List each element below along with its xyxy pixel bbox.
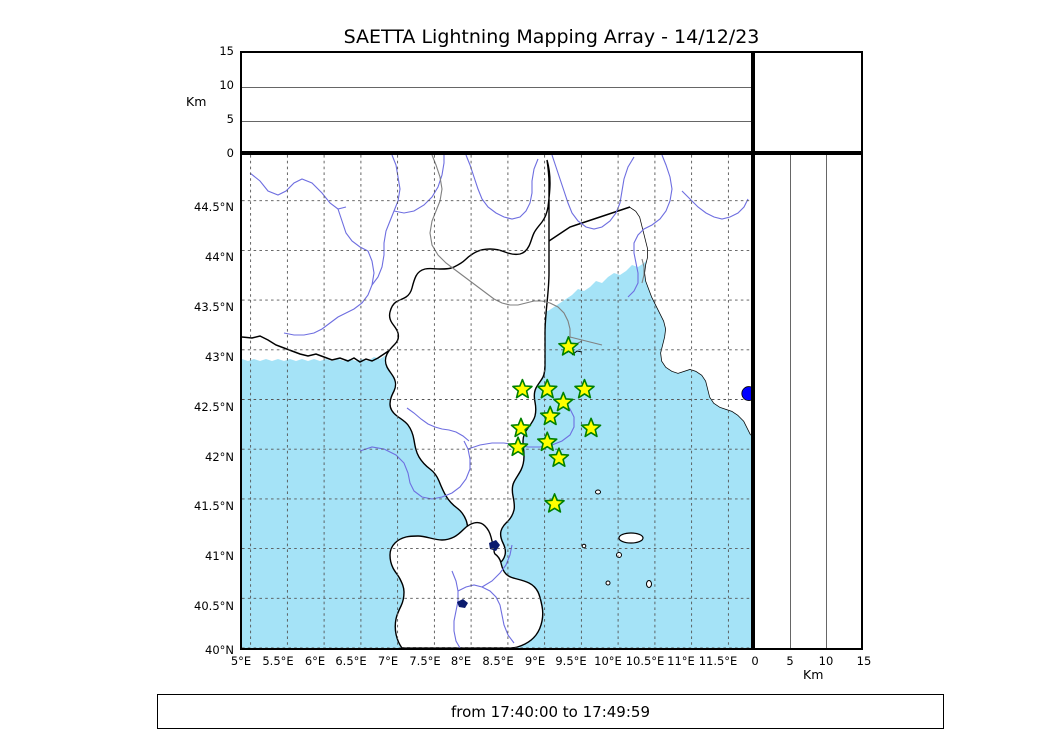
station-marker-station-10[interactable] — [536, 431, 558, 452]
source-marker-source-1[interactable] — [741, 386, 751, 401]
right-panel-xaxis-label: Km — [803, 667, 824, 682]
map-ytick-41.5: 41.5°N — [194, 499, 234, 513]
map-grid — [242, 155, 751, 648]
map-xtick-10.5: 10.5°E — [625, 654, 665, 668]
map-ytick-42: 42°N — [205, 450, 234, 464]
station-marker-station-6[interactable] — [510, 417, 532, 438]
map-xtick-6.5: 6.5°E — [335, 654, 367, 668]
right-altitude-latitude-panel[interactable] — [753, 153, 863, 650]
status-text: from 17:40:00 to 17:49:59 — [450, 702, 650, 721]
map-xtick-11: 11°E — [667, 654, 695, 668]
station-marker-station-11[interactable] — [548, 447, 570, 468]
top-panel-gridline-10 — [242, 87, 751, 88]
map-ytick-43: 43°N — [205, 350, 234, 364]
page-title: SAETTA Lightning Mapping Array - 14/12/2… — [343, 26, 760, 48]
right-panel-xtick-10: 10 — [818, 654, 834, 668]
political-borders — [429, 155, 645, 352]
islet-1 — [616, 552, 622, 558]
right-panel-xtick-5: 5 — [786, 654, 794, 668]
station-marker-station-3[interactable] — [536, 378, 558, 399]
map-xtick-11.5: 11.5°E — [698, 654, 738, 668]
right-panel-xtick-0: 0 — [751, 654, 759, 668]
station-marker-station-4[interactable] — [574, 378, 595, 399]
map-ytick-44.5: 44.5°N — [194, 200, 234, 214]
map-xtick-8: 8°E — [450, 654, 472, 668]
station-marker-station-5[interactable] — [553, 391, 574, 412]
map-xtick-5.5: 5.5°E — [262, 654, 294, 668]
map-ytick-40.5: 40.5°N — [194, 599, 234, 613]
top-panel-ytick-5: 5 — [226, 112, 234, 126]
islet-5 — [581, 543, 587, 549]
map-ytick-44: 44°N — [205, 250, 234, 264]
map-xtick-9.5: 9.5°E — [555, 654, 587, 668]
top-panel-gridline-5 — [242, 121, 751, 122]
station-marker-station-8[interactable] — [580, 417, 602, 438]
islet-2 — [605, 580, 611, 586]
land-mass-italy — [630, 155, 751, 435]
map-xtick-9: 9°E — [524, 654, 546, 668]
islet-3 — [595, 489, 601, 495]
map-ytick-40: 40°N — [205, 643, 234, 657]
map-xtick-7.5: 7.5°E — [409, 654, 441, 668]
map-xtick-5: 5°E — [230, 654, 252, 668]
map-ytick-43.5: 43.5°N — [194, 300, 234, 314]
map-xtick-10: 10°E — [594, 654, 622, 668]
right-panel-gridline-10 — [826, 155, 827, 648]
map-ytick-42.5: 42.5°N — [194, 400, 234, 414]
station-marker-station-9[interactable] — [507, 436, 529, 457]
station-marker-station-2[interactable] — [512, 378, 533, 399]
top-panel-ytick-10: 10 — [219, 78, 234, 92]
rivers — [249, 155, 749, 648]
top-panel-yaxis-label: Km — [186, 94, 207, 109]
source-markers-layer[interactable] — [741, 386, 751, 401]
map-xtick-6: 6°E — [304, 654, 326, 668]
station-marker-station-12[interactable] — [544, 493, 565, 513]
top-panel-ytick-0: 0 — [226, 146, 234, 160]
right-panel-gridline-5 — [790, 155, 791, 648]
map-graphic — [242, 155, 751, 648]
status-bar: from 17:40:00 to 17:49:59 — [157, 694, 944, 729]
lake-1 — [457, 599, 468, 608]
islet-4 — [646, 580, 652, 588]
station-marker-station-7[interactable] — [539, 405, 561, 426]
map-xtick-8.5: 8.5°E — [482, 654, 514, 668]
corsica-coastline — [384, 159, 551, 567]
corner-panel[interactable] — [753, 51, 863, 153]
map-panel[interactable] — [240, 153, 753, 650]
map-ytick-41: 41°N — [205, 549, 234, 563]
sardinia-coastline — [389, 521, 544, 648]
station-marker-station-1[interactable] — [558, 336, 579, 356]
top-panel-ytick-15: 15 — [219, 44, 234, 58]
map-xtick-7: 7°E — [377, 654, 399, 668]
top-altitude-longitude-panel[interactable] — [240, 51, 753, 153]
station-markers-layer[interactable] — [507, 336, 602, 513]
right-panel-xtick-15: 15 — [856, 654, 872, 668]
elba-island — [618, 532, 644, 544]
